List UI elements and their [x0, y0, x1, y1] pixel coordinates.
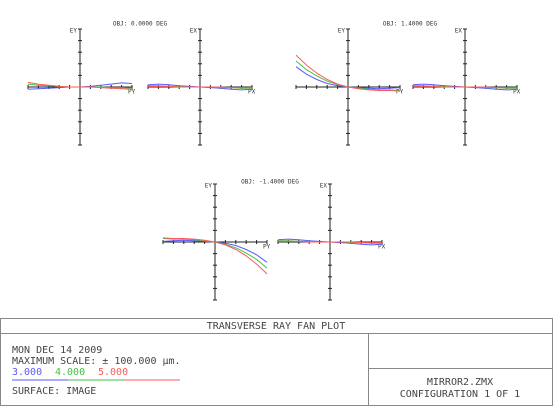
y-axis-label: EX	[320, 183, 328, 190]
y-axis-label: EY	[70, 28, 78, 35]
y-axis-label: EY	[338, 28, 346, 35]
field-title: OBJ: 0.0000 DEG	[113, 21, 168, 28]
ray-fan	[162, 237, 268, 275]
ray-fan	[295, 54, 401, 92]
ray-fan	[27, 81, 133, 90]
y-axis-label: EX	[455, 28, 463, 35]
y-axis-label: EX	[190, 28, 198, 35]
legend-label: 4.000	[55, 367, 85, 378]
y-axis-label: EY	[205, 183, 213, 190]
footer-config: CONFIGURATION 1 OF 1	[400, 389, 520, 400]
footer-file: MIRROR2.ZMX	[427, 377, 493, 388]
footer-date: MON DEC 14 2009	[12, 345, 102, 356]
ray-fan	[278, 240, 382, 244]
field-title: OBJ: -1.4000 DEG	[241, 179, 299, 186]
x-axis-label: PY	[263, 244, 271, 251]
field-title: OBJ: 1.4000 DEG	[383, 21, 438, 28]
legend-label: 3.000	[12, 367, 42, 378]
x-axis-label: PX	[248, 89, 256, 96]
x-axis-label: PY	[128, 89, 136, 96]
x-axis-label: PY	[396, 89, 404, 96]
legend-label: 5.000	[98, 367, 128, 378]
footer-title: TRANSVERSE RAY FAN PLOT	[207, 321, 345, 332]
x-axis-label: PX	[378, 244, 386, 251]
ray-fan	[148, 85, 252, 89]
footer-scale: MAXIMUM SCALE: ± 100.000 µm.	[12, 356, 181, 367]
footer-surface: SURFACE: IMAGE	[12, 386, 96, 397]
x-axis-label: PX	[513, 89, 521, 96]
ray-fan	[413, 85, 517, 89]
